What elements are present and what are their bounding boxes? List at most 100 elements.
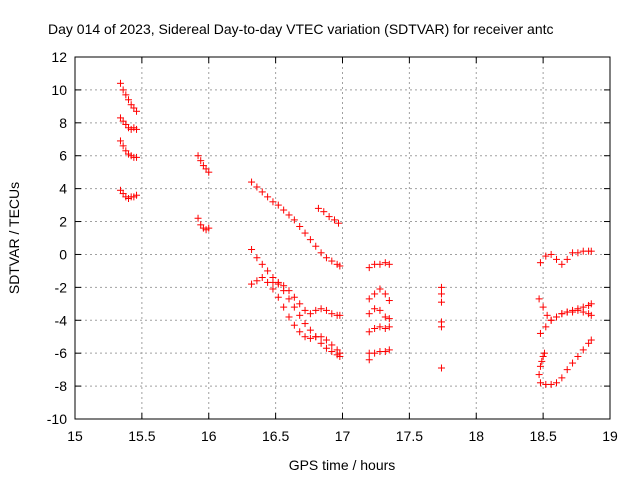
- data-point: [381, 313, 389, 321]
- data-point: [253, 277, 261, 285]
- x-tick-label: 15.5: [128, 428, 155, 444]
- data-point: [320, 208, 328, 216]
- data-point: [322, 344, 330, 352]
- data-point: [253, 183, 261, 191]
- data-point: [133, 191, 141, 199]
- data-point: [587, 300, 595, 308]
- data-point: [194, 152, 202, 160]
- x-tick-label: 16: [201, 428, 217, 444]
- x-tick-labels: 15 15.5 16 16.5 17 17.5 18 18.5 19: [67, 428, 618, 444]
- data-point: [437, 364, 445, 372]
- y-tick-label: 6: [59, 148, 67, 164]
- data-point: [264, 193, 272, 201]
- data-point: [274, 293, 282, 301]
- data-point: [336, 349, 344, 357]
- y-tick-label: -4: [55, 312, 68, 328]
- data-point: [317, 339, 325, 347]
- y-tick-label: -8: [55, 378, 68, 394]
- data-point: [538, 357, 546, 365]
- data-point: [574, 306, 582, 314]
- data-point: [205, 224, 213, 232]
- data-point: [365, 356, 373, 364]
- data-point: [536, 329, 544, 337]
- data-point: [381, 259, 389, 267]
- data-point: [133, 153, 141, 161]
- data-point: [385, 315, 393, 323]
- data-point: [285, 313, 293, 321]
- data-point: [116, 79, 124, 87]
- data-point: [376, 306, 384, 314]
- data-point: [437, 290, 445, 298]
- x-tick-label: 18: [468, 428, 484, 444]
- data-point: [579, 308, 587, 316]
- data-point: [536, 362, 544, 370]
- data-point: [258, 188, 266, 196]
- data-point: [539, 352, 547, 360]
- y-tick-labels: 12 10 8 6 4 2 0 -2 -4 -6 -8 -10: [47, 49, 67, 427]
- data-point: [301, 229, 309, 237]
- data-point: [376, 285, 384, 293]
- data-point: [264, 267, 272, 275]
- data-point: [381, 325, 389, 332]
- data-point: [539, 303, 547, 311]
- data-point: [553, 313, 560, 321]
- data-point: [536, 379, 544, 387]
- data-point: [258, 260, 266, 268]
- data-point: [569, 359, 577, 367]
- data-point: [258, 273, 266, 281]
- y-tick-label: 4: [59, 181, 67, 197]
- data-point: [296, 222, 304, 230]
- x-axis-label: GPS time / hours: [289, 457, 396, 473]
- data-point: [330, 216, 338, 224]
- data-point: [328, 257, 336, 265]
- data-point: [274, 278, 282, 286]
- x-tick-label: 15: [67, 428, 83, 444]
- data-point: [558, 374, 566, 382]
- data-point: [535, 371, 543, 379]
- data-point: [371, 305, 379, 313]
- data-point: [280, 303, 288, 311]
- data-point: [574, 352, 582, 360]
- data-point: [296, 300, 304, 308]
- data-point: [205, 168, 213, 176]
- data-point: [543, 311, 551, 319]
- data-point: [569, 308, 577, 316]
- data-point: [542, 323, 550, 331]
- data-point: [301, 306, 309, 314]
- data-point: [553, 255, 560, 263]
- data-point: [285, 211, 293, 219]
- data-point: [248, 178, 256, 186]
- y-tick-label: -2: [55, 279, 68, 295]
- data-point: [322, 254, 330, 262]
- data-point: [317, 333, 325, 341]
- data-point: [248, 280, 256, 288]
- data-point: [290, 216, 298, 224]
- data-point: [269, 285, 277, 293]
- data-point: [563, 255, 571, 263]
- data-point: [328, 310, 336, 318]
- data-point: [306, 334, 314, 342]
- data-point: [280, 206, 288, 214]
- data-point: [376, 323, 384, 331]
- data-point: [547, 316, 555, 324]
- x-tick-label: 17.5: [396, 428, 423, 444]
- data-point: [285, 287, 293, 295]
- data-point: [301, 320, 309, 328]
- data-point: [312, 306, 320, 314]
- data-point: [296, 311, 304, 319]
- data-point: [274, 201, 282, 209]
- data-point: [325, 213, 333, 221]
- data-points: [116, 79, 595, 388]
- data-point: [328, 341, 336, 349]
- y-tick-label: -6: [55, 345, 68, 361]
- data-point: [536, 259, 544, 267]
- data-point: [122, 91, 130, 99]
- x-tick-label: 16.5: [262, 428, 289, 444]
- data-point: [371, 290, 379, 298]
- data-point: [280, 282, 288, 290]
- data-point: [269, 198, 277, 206]
- data-point: [312, 242, 320, 250]
- data-point: [371, 325, 379, 332]
- data-point: [558, 310, 566, 318]
- plot-frame: [74, 56, 611, 420]
